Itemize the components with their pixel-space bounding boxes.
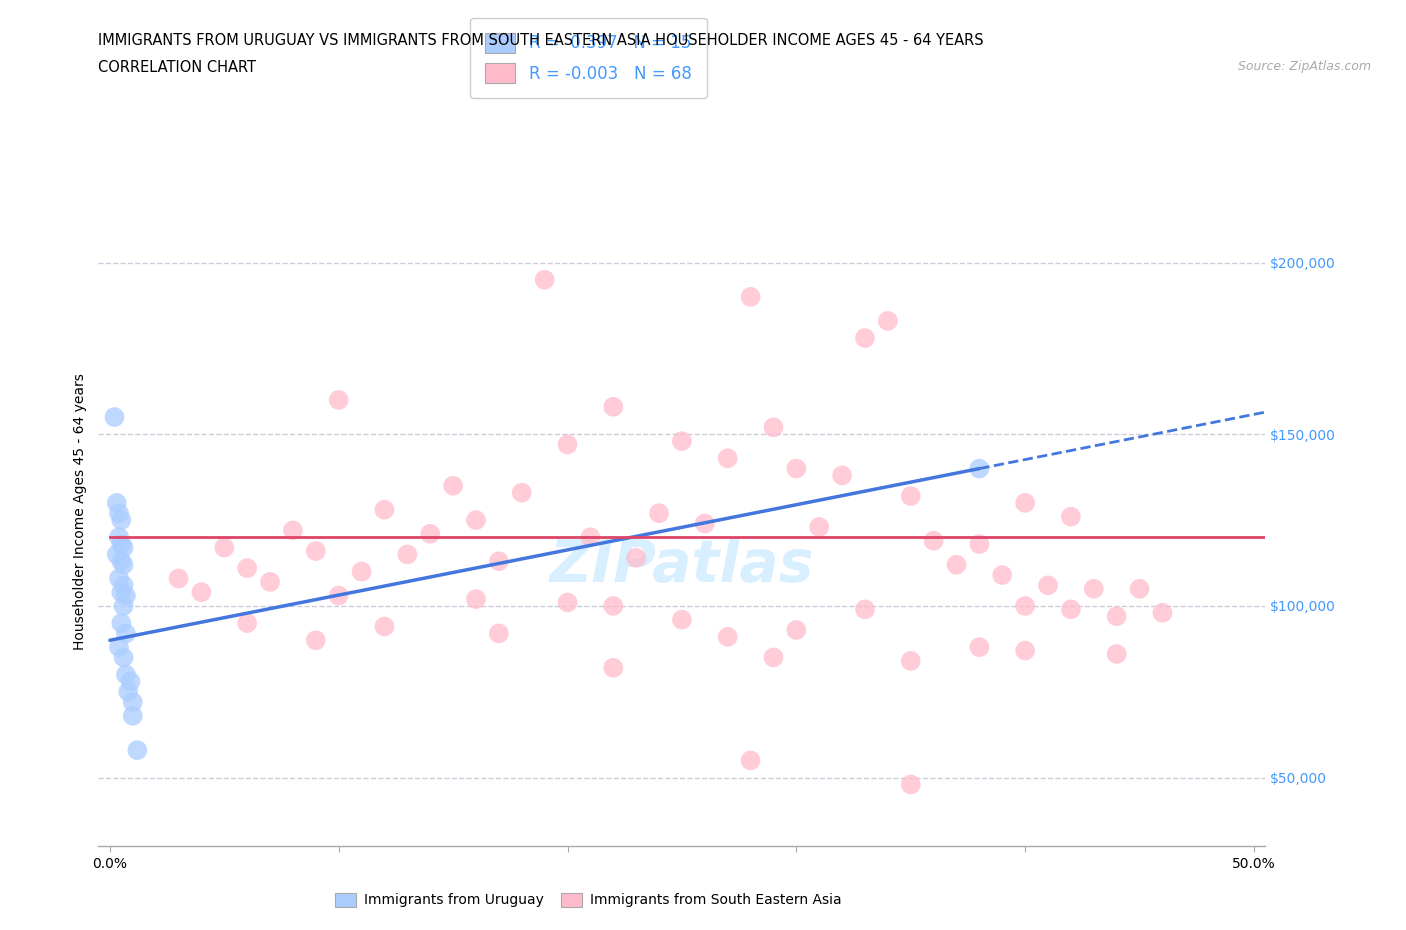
Point	[762, 650, 785, 665]
Point	[305, 632, 328, 647]
Point	[969, 537, 991, 551]
Point	[121, 695, 143, 710]
Point	[190, 585, 212, 600]
Point	[1060, 602, 1083, 617]
Point	[105, 496, 128, 511]
Point	[1152, 605, 1174, 620]
Point	[808, 520, 831, 535]
Point	[1014, 496, 1036, 511]
Point	[488, 626, 510, 641]
Y-axis label: Householder Income Ages 45 - 64 years: Householder Income Ages 45 - 64 years	[73, 373, 87, 650]
Legend: Immigrants from Uruguay, Immigrants from South Eastern Asia: Immigrants from Uruguay, Immigrants from…	[330, 887, 848, 913]
Point	[624, 551, 647, 565]
Point	[167, 571, 190, 586]
Point	[127, 743, 149, 758]
Point	[108, 640, 131, 655]
Point	[671, 433, 693, 448]
Point	[108, 530, 131, 545]
Point	[110, 554, 132, 569]
Point	[115, 667, 138, 682]
Point	[121, 709, 143, 724]
Point	[557, 437, 579, 452]
Point	[762, 420, 785, 435]
Point	[1014, 599, 1036, 614]
Point	[1105, 646, 1128, 661]
Point	[900, 488, 922, 503]
Text: CORRELATION CHART: CORRELATION CHART	[98, 60, 256, 75]
Point	[120, 674, 142, 689]
Point	[853, 602, 876, 617]
Point	[110, 616, 132, 631]
Point	[103, 409, 125, 424]
Point	[108, 571, 131, 586]
Point	[693, 516, 716, 531]
Point	[969, 640, 991, 655]
Point	[671, 612, 693, 627]
Point	[785, 622, 807, 637]
Point	[112, 557, 135, 572]
Point	[853, 331, 876, 346]
Point	[900, 654, 922, 669]
Point	[236, 561, 259, 576]
Point	[922, 533, 945, 548]
Point	[115, 588, 138, 603]
Point	[510, 485, 533, 500]
Point	[831, 468, 853, 483]
Point	[648, 506, 671, 521]
Point	[108, 506, 131, 521]
Point	[115, 626, 138, 641]
Point	[117, 684, 139, 699]
Point	[602, 399, 624, 414]
Point	[441, 478, 464, 493]
Point	[602, 599, 624, 614]
Point	[350, 565, 373, 579]
Point	[1083, 581, 1105, 596]
Point	[579, 530, 602, 545]
Point	[785, 461, 807, 476]
Point	[110, 585, 132, 600]
Point	[740, 289, 762, 304]
Point	[533, 272, 555, 287]
Point	[373, 619, 395, 634]
Point	[112, 578, 135, 592]
Point	[1105, 609, 1128, 624]
Text: ZIPatlas: ZIPatlas	[550, 537, 814, 593]
Point	[876, 313, 898, 328]
Point	[112, 650, 135, 665]
Text: Source: ZipAtlas.com: Source: ZipAtlas.com	[1237, 60, 1371, 73]
Text: IMMIGRANTS FROM URUGUAY VS IMMIGRANTS FROM SOUTH EASTERN ASIA HOUSEHOLDER INCOME: IMMIGRANTS FROM URUGUAY VS IMMIGRANTS FR…	[98, 33, 984, 47]
Point	[602, 660, 624, 675]
Point	[110, 537, 132, 551]
Point	[717, 630, 740, 644]
Point	[1036, 578, 1059, 592]
Point	[112, 540, 135, 555]
Point	[259, 575, 281, 590]
Point	[945, 557, 967, 572]
Point	[105, 547, 128, 562]
Point	[969, 461, 991, 476]
Point	[214, 540, 236, 555]
Point	[1060, 510, 1083, 525]
Point	[488, 554, 510, 569]
Point	[557, 595, 579, 610]
Point	[396, 547, 419, 562]
Point	[305, 543, 328, 558]
Point	[465, 591, 488, 606]
Point	[740, 753, 762, 768]
Point	[717, 451, 740, 466]
Point	[373, 502, 395, 517]
Point	[236, 616, 259, 631]
Point	[900, 777, 922, 792]
Point	[465, 512, 488, 527]
Point	[991, 567, 1014, 582]
Point	[419, 526, 441, 541]
Point	[328, 588, 350, 603]
Point	[112, 599, 135, 614]
Point	[110, 512, 132, 527]
Point	[328, 392, 350, 407]
Point	[1014, 644, 1036, 658]
Point	[281, 523, 304, 538]
Point	[1128, 581, 1150, 596]
